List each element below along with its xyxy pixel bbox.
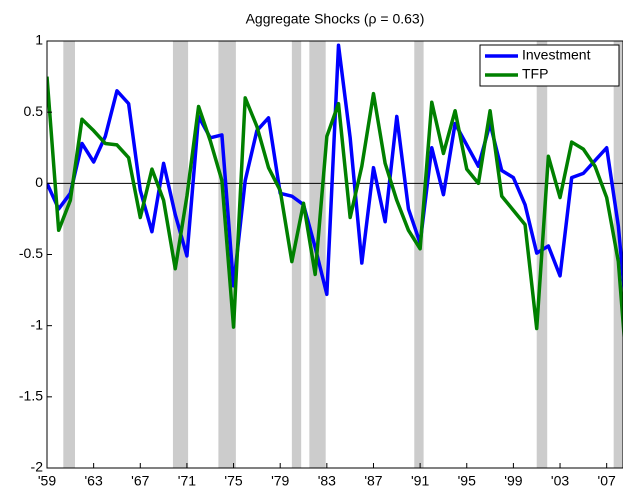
x-tick-label: '91	[411, 473, 429, 489]
plot-area	[47, 41, 623, 468]
legend-label: Investment	[522, 47, 591, 63]
shaded-period	[172, 41, 189, 468]
x-tick-label: '87	[364, 473, 382, 489]
series-line	[47, 76, 623, 344]
y-tick-label: 0.5	[24, 103, 44, 119]
x-tick-label: '79	[271, 473, 289, 489]
chart-title: Aggregate Shocks (ρ = 0.63)	[246, 11, 425, 27]
shaded-period	[63, 41, 75, 468]
x-tick-label: '03	[551, 473, 569, 489]
x-tick-label: '07	[598, 473, 616, 489]
legend-box	[479, 44, 620, 87]
y-tick-label: -0.5	[19, 245, 43, 261]
x-tick-label: '95	[458, 473, 476, 489]
x-tick-label: '71	[178, 473, 196, 489]
shaded-period	[414, 41, 424, 468]
x-tick-label: '99	[504, 473, 522, 489]
x-tick-label: '75	[224, 473, 242, 489]
x-tick-label: '63	[85, 473, 103, 489]
legend-label: TFP	[522, 66, 548, 82]
shaded-period	[291, 41, 302, 468]
y-tick-label: -1.5	[19, 388, 43, 404]
y-tick-label: 1	[35, 32, 43, 48]
x-tick-label: '67	[131, 473, 149, 489]
x-tick-label: '83	[318, 473, 336, 489]
y-tick-label: -1	[31, 316, 44, 332]
y-tick-label: -2	[31, 459, 44, 475]
y-tick-label: 0	[35, 174, 43, 190]
x-tick-label: '59	[38, 473, 56, 489]
